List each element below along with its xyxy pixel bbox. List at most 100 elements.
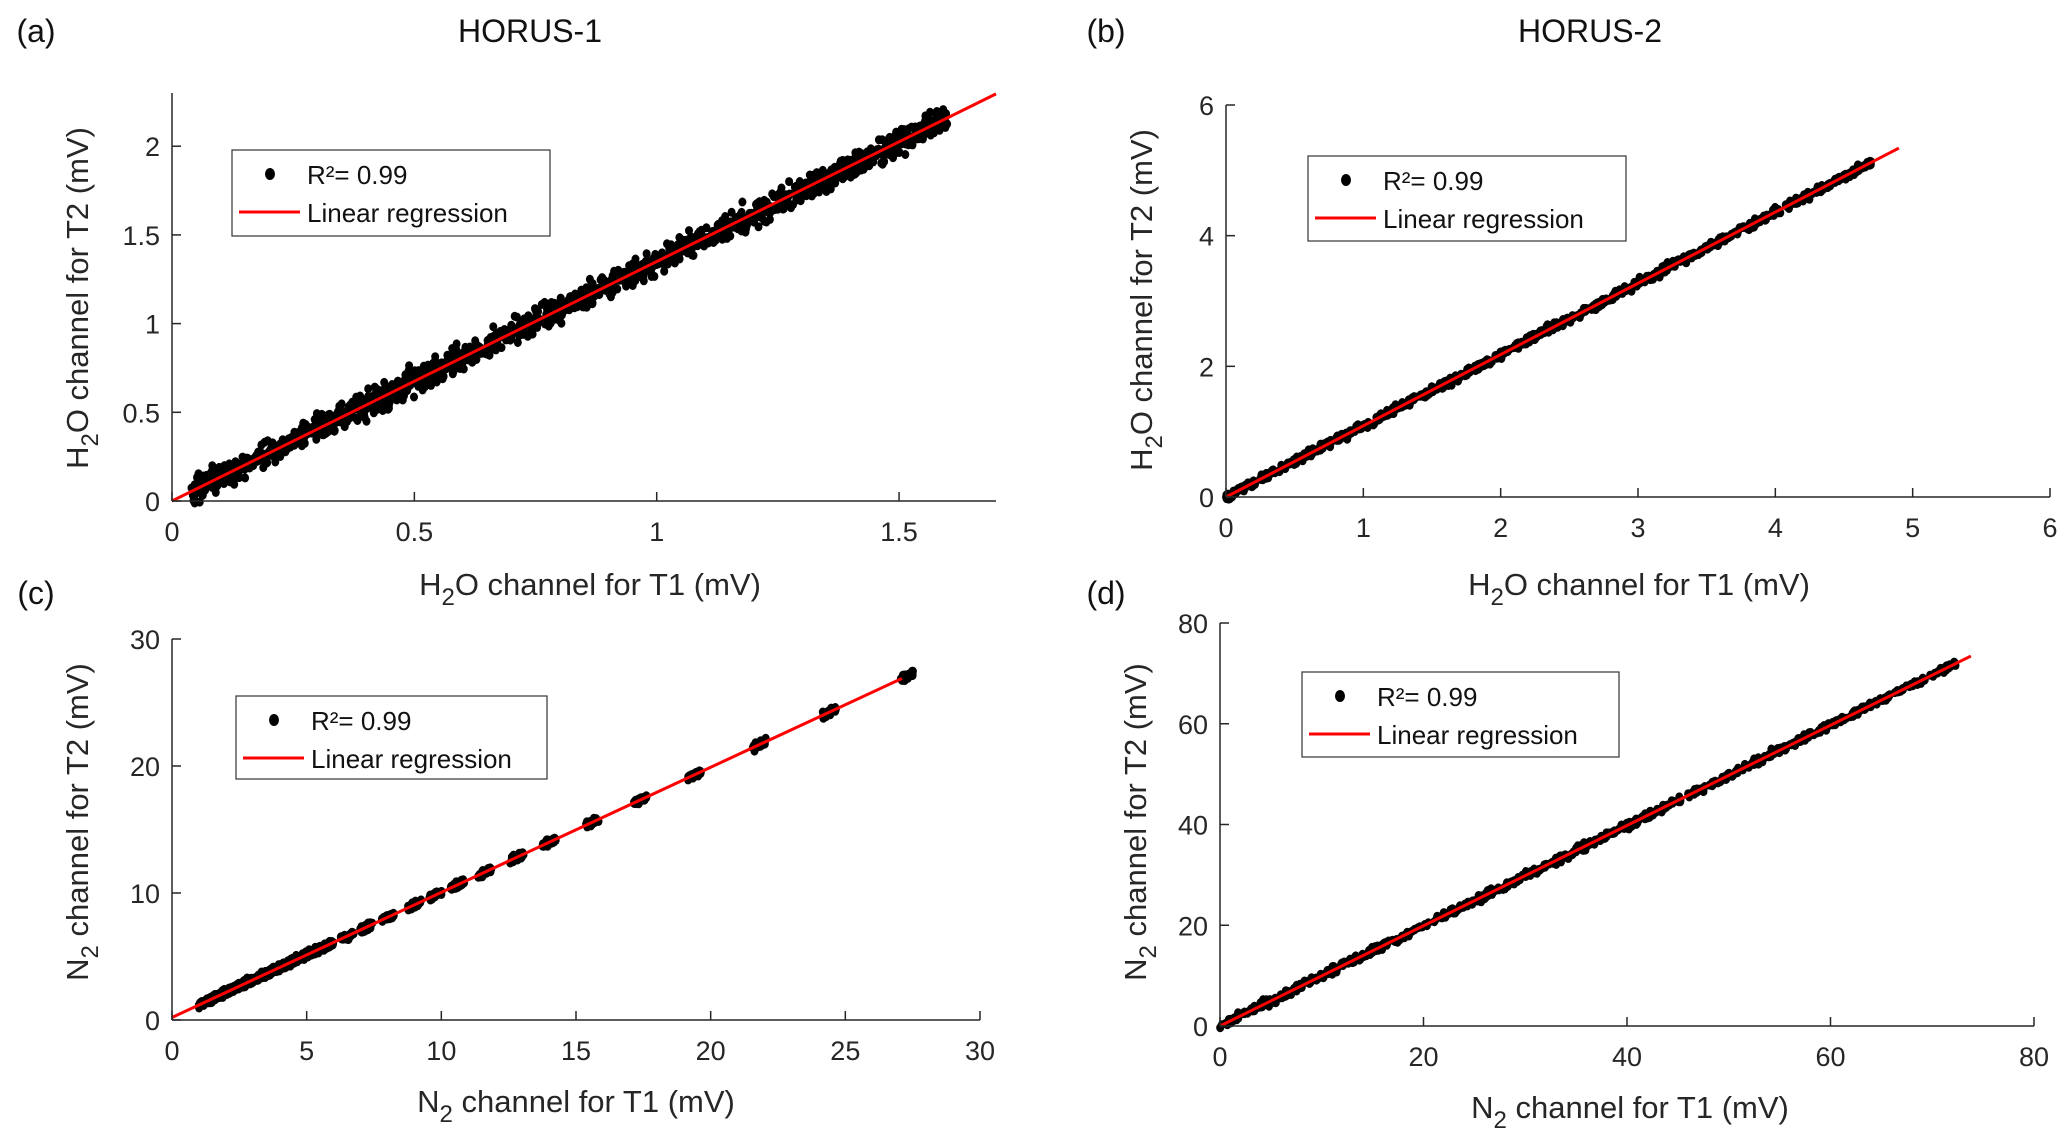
- data-point: [675, 233, 684, 242]
- data-point: [530, 322, 539, 332]
- data-point: [556, 312, 565, 322]
- data-point: [419, 377, 428, 387]
- data-point: [382, 397, 391, 407]
- x-tick-label: 4: [1768, 513, 1783, 543]
- data-point: [750, 217, 758, 227]
- x-tick-label: 80: [2019, 1042, 2049, 1072]
- data-point: [523, 331, 532, 341]
- data-point: [405, 361, 414, 371]
- panel-label: (d): [1086, 575, 1125, 611]
- data-point: [613, 284, 622, 294]
- data-point: [614, 265, 623, 275]
- chart-title: HORUS-1: [458, 13, 602, 49]
- x-tick-label: 60: [1815, 1042, 1845, 1072]
- data-point: [297, 441, 306, 451]
- legend: R²= 0.99 Linear regression: [235, 695, 548, 780]
- panel-label: (b): [1086, 13, 1125, 49]
- y-axis-label-sub: 2: [77, 433, 104, 446]
- legend-box: [231, 149, 551, 237]
- x-tick-label: 0: [164, 1036, 179, 1066]
- x-axis-label-pre: H: [419, 567, 441, 602]
- y-axis-label-sub: 2: [1141, 435, 1168, 448]
- y-axis-label-post: channel for T2 (mV): [1118, 663, 1153, 945]
- data-point: [546, 303, 555, 313]
- legend-label-r2: R²= 0.99: [311, 706, 411, 736]
- legend-label-regression: Linear regression: [307, 198, 508, 228]
- x-axis-label-post: O channel for T1 (mV): [455, 567, 761, 602]
- data-point: [213, 467, 222, 477]
- data-point: [489, 322, 498, 332]
- x-tick-label: 0: [1218, 513, 1233, 543]
- data-point: [785, 177, 794, 187]
- x-tick-label: 3: [1630, 513, 1645, 543]
- data-point: [410, 392, 418, 402]
- data-point: [242, 453, 251, 463]
- legend-label-regression: Linear regression: [1377, 720, 1578, 750]
- data-point: [201, 485, 210, 495]
- data-point: [312, 434, 321, 444]
- y-tick-label: 60: [1178, 710, 1208, 740]
- data-point: [1635, 272, 1644, 282]
- legend-marker-dot: [265, 168, 275, 180]
- legend-box: [1301, 671, 1620, 758]
- data-point: [895, 147, 904, 157]
- data-point: [362, 416, 371, 426]
- chart-title: HORUS-2: [1518, 13, 1662, 49]
- data-point: [642, 249, 651, 259]
- data-point: [319, 430, 328, 440]
- y-tick-label: 1: [145, 310, 160, 340]
- data-point: [271, 457, 280, 467]
- legend-marker-dot: [1335, 690, 1345, 702]
- y-axis-label-pre: N: [60, 958, 95, 980]
- y-axis-label-pre: H: [60, 447, 95, 469]
- y-tick-label: 0: [145, 1006, 160, 1036]
- x-tick-label: 25: [830, 1036, 860, 1066]
- x-axis-label: H2O channel for T1 (mV): [1468, 567, 1810, 611]
- x-tick-label: 1: [649, 517, 664, 547]
- x-axis-label-sub: 2: [1490, 584, 1503, 611]
- data-point: [844, 156, 853, 166]
- data-point: [451, 349, 460, 359]
- legend-label-regression: Linear regression: [1383, 204, 1584, 234]
- x-tick-label: 5: [299, 1036, 314, 1066]
- data-point: [355, 393, 364, 403]
- y-tick-label: 0.5: [122, 398, 160, 428]
- data-point: [796, 196, 805, 206]
- y-tick-label: 80: [1178, 609, 1208, 639]
- data-point: [228, 461, 236, 471]
- data-point: [314, 418, 323, 428]
- data-point: [625, 261, 634, 271]
- x-tick-label: 10: [426, 1036, 456, 1066]
- data-point: [472, 355, 481, 364]
- data-point: [369, 391, 378, 401]
- data-point: [254, 447, 263, 457]
- panel-label: (c): [17, 575, 54, 611]
- data-point: [609, 271, 617, 281]
- data-point: [779, 204, 788, 214]
- data-point: [795, 177, 804, 186]
- data-point: [926, 130, 935, 140]
- data-point: [577, 285, 586, 295]
- data-point: [898, 130, 907, 140]
- y-axis-label-post: O channel for T2 (mV): [1124, 129, 1159, 435]
- y-tick-label: 0: [1199, 483, 1214, 513]
- data-point: [343, 416, 352, 426]
- y-axis-label-post: O channel for T2 (mV): [60, 127, 95, 433]
- y-tick-label: 6: [1199, 91, 1214, 121]
- x-tick-label: 6: [2042, 513, 2057, 543]
- data-point: [582, 302, 591, 312]
- data-point: [762, 217, 771, 227]
- data-point: [241, 473, 250, 483]
- data-point: [312, 409, 321, 419]
- data-point: [738, 197, 747, 207]
- data-point: [204, 472, 213, 482]
- data-point: [507, 334, 516, 344]
- y-axis-label-sub: 2: [77, 945, 104, 958]
- data-point: [660, 266, 669, 276]
- data-point: [859, 164, 868, 174]
- y-axis-label-pre: H: [1124, 449, 1159, 471]
- y-axis-label: H2O channel for T2 (mV): [60, 127, 104, 469]
- data-point: [195, 497, 204, 507]
